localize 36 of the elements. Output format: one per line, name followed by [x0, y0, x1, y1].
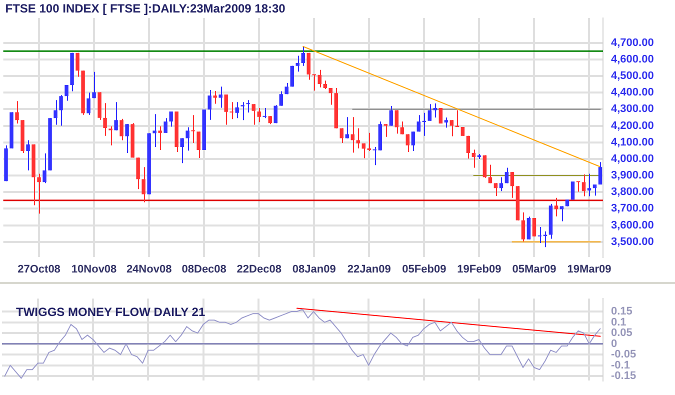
- y-tick-label: -0.1: [611, 359, 630, 372]
- y-tick-label: -0.05: [611, 348, 636, 361]
- x-tick-label: 19Feb09: [457, 263, 502, 276]
- y-tick-label: 0: [611, 338, 618, 350]
- y-tick-label: 4,600.00: [611, 53, 654, 66]
- y-tick-label: 4,100.00: [611, 136, 654, 148]
- x-tick-label: 22Jan09: [347, 263, 391, 276]
- x-tick-label: 10Nov08: [71, 263, 117, 276]
- y-tick-label: 3,700.00: [611, 202, 654, 215]
- y-tick-label: 4,700.00: [611, 36, 654, 49]
- y-tick-label: 3,800.00: [611, 186, 654, 198]
- y-tick-label: 4,300.00: [611, 103, 654, 116]
- candlestick: [108, 126, 112, 146]
- x-tick-label: 08Jan09: [292, 263, 336, 276]
- x-tick-label: 05Feb09: [402, 263, 446, 276]
- x-tick-label: 05Mar09: [512, 263, 556, 276]
- chart-title: FTSE 100 INDEX [ FTSE ]:DAILY:23Mar2009 18:30: [5, 1, 286, 16]
- y-tick-label: 3,500.00: [611, 236, 654, 248]
- candlestick: [152, 114, 156, 148]
- y-tick-label: 4,500.00: [611, 70, 654, 82]
- y-tick-label: 4,000.00: [611, 152, 654, 165]
- x-tick-label: 19Mar09: [567, 263, 612, 276]
- y-tick-label: 0.15: [611, 306, 632, 318]
- y-tick-label: 4,400.00: [611, 86, 654, 99]
- x-tick-label: 27Oct08: [18, 263, 60, 276]
- candlestick: [240, 102, 244, 121]
- text: TWIGGS MONEY FLOW DAILY 21: [16, 304, 206, 319]
- y-tick-label: 0.1: [611, 316, 626, 328]
- y-tick-label: 0.05: [611, 327, 632, 340]
- y-tick-label: 4,200.00: [611, 120, 654, 132]
- y-tick-label: -0.15: [611, 370, 636, 382]
- x-tick-label: 08Dec08: [182, 263, 226, 276]
- x-tick-label: 22Dec08: [236, 263, 282, 276]
- y-tick-label: 3,900.00: [611, 170, 654, 182]
- x-tick-label: 24Nov08: [126, 263, 172, 276]
- y-tick-label: 3,600.00: [611, 219, 654, 232]
